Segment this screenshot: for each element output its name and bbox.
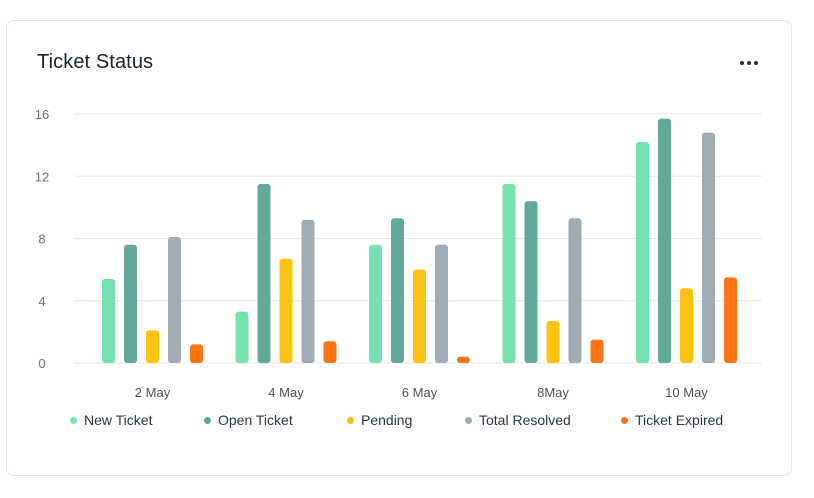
legend-label: New Ticket	[84, 412, 153, 428]
chart-legend: New Ticket Open Ticket Pending Total Res…	[60, 410, 760, 430]
x-tick-label: 4 May	[268, 385, 304, 400]
bar	[257, 184, 271, 363]
legend-swatch	[204, 416, 211, 424]
bar	[369, 244, 382, 363]
more-options-icon[interactable]	[733, 51, 763, 75]
bar	[323, 341, 337, 363]
bar	[391, 218, 404, 363]
legend-label: Total Resolved	[479, 412, 571, 428]
bar	[636, 142, 649, 363]
x-tick-label: 2 May	[135, 385, 171, 400]
bar	[124, 244, 137, 363]
bar	[702, 132, 715, 363]
bar	[413, 269, 426, 363]
x-tick-label: 6 May	[402, 385, 438, 400]
menu-dot	[747, 61, 751, 65]
legend-swatch	[70, 416, 77, 424]
menu-dot	[740, 61, 744, 65]
legend-label: Ticket Expired	[635, 412, 724, 428]
legend-item-open-ticket[interactable]: Open Ticket	[204, 410, 293, 430]
bar	[279, 258, 293, 363]
bar	[724, 277, 737, 363]
legend-label: Pending	[361, 412, 413, 428]
bar	[568, 218, 582, 363]
x-tick-label: 10 May	[665, 385, 708, 400]
y-tick-label: 16	[35, 107, 49, 122]
bar	[680, 288, 693, 363]
y-tick-label: 0	[38, 356, 45, 371]
bar	[190, 344, 203, 363]
legend-item-ticket-expired[interactable]: Ticket Expired	[621, 410, 723, 430]
bar	[168, 236, 181, 363]
menu-dot	[754, 61, 758, 65]
bar	[546, 320, 560, 363]
bar	[435, 244, 448, 363]
y-tick-label: 8	[38, 232, 45, 247]
legend-item-pending[interactable]: Pending	[347, 410, 412, 430]
x-tick-label: 8May	[537, 385, 569, 400]
legend-swatch	[621, 416, 628, 424]
bar	[301, 219, 315, 363]
y-tick-label: 12	[35, 169, 49, 184]
y-tick-label: 4	[38, 294, 45, 309]
bar	[235, 311, 249, 363]
bar	[457, 356, 470, 363]
bar	[590, 339, 604, 363]
legend-label: Open Ticket	[218, 412, 293, 428]
card-title: Ticket Status	[37, 51, 154, 73]
legend-swatch	[347, 416, 354, 424]
legend-item-total-resolved[interactable]: Total Resolved	[465, 410, 571, 430]
bar	[146, 330, 159, 363]
bar	[502, 184, 516, 363]
legend-item-new-ticket[interactable]: New Ticket	[70, 410, 152, 430]
legend-swatch	[465, 416, 472, 424]
bar	[658, 118, 671, 363]
bar	[102, 278, 115, 363]
bar	[524, 201, 538, 363]
